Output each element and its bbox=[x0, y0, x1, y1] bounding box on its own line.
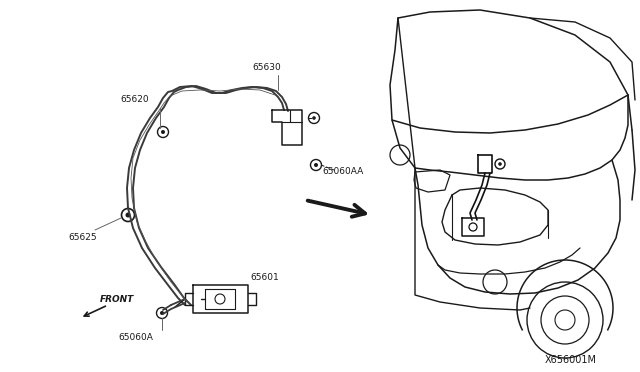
Text: 65625: 65625 bbox=[68, 234, 97, 243]
Circle shape bbox=[555, 310, 575, 330]
Circle shape bbox=[527, 282, 603, 358]
Circle shape bbox=[469, 223, 477, 231]
Text: 65060AA: 65060AA bbox=[322, 167, 364, 176]
Circle shape bbox=[310, 160, 321, 170]
Circle shape bbox=[215, 294, 225, 304]
Circle shape bbox=[312, 116, 316, 120]
Text: 65060A: 65060A bbox=[118, 334, 153, 343]
Circle shape bbox=[308, 112, 319, 124]
Circle shape bbox=[160, 311, 164, 315]
Text: 65620: 65620 bbox=[120, 96, 148, 105]
Circle shape bbox=[157, 308, 168, 318]
Text: X656001M: X656001M bbox=[545, 355, 597, 365]
Circle shape bbox=[483, 270, 507, 294]
Circle shape bbox=[498, 162, 502, 166]
Text: FRONT: FRONT bbox=[100, 295, 134, 305]
Circle shape bbox=[541, 296, 589, 344]
Text: 65601: 65601 bbox=[250, 273, 279, 282]
Circle shape bbox=[495, 159, 505, 169]
Circle shape bbox=[161, 130, 165, 134]
Circle shape bbox=[122, 208, 134, 221]
Circle shape bbox=[157, 126, 168, 138]
Circle shape bbox=[314, 163, 318, 167]
Circle shape bbox=[125, 212, 131, 218]
Circle shape bbox=[390, 145, 410, 165]
Text: 65630: 65630 bbox=[252, 64, 281, 73]
